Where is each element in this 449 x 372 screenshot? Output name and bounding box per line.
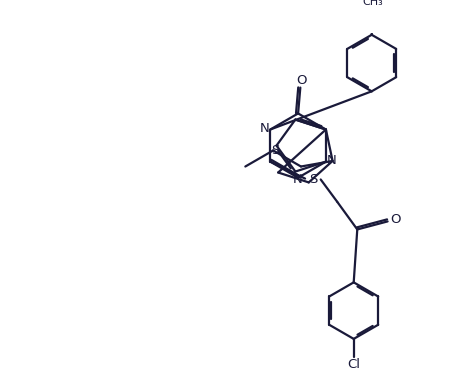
Text: N: N [327,154,337,167]
Text: O: O [296,74,307,87]
Text: Cl: Cl [347,358,360,371]
Text: N: N [293,173,303,186]
Text: CH₃: CH₃ [363,0,383,7]
Text: S: S [309,173,317,186]
Text: N: N [260,122,269,135]
Text: S: S [271,144,280,157]
Text: O: O [390,213,401,226]
